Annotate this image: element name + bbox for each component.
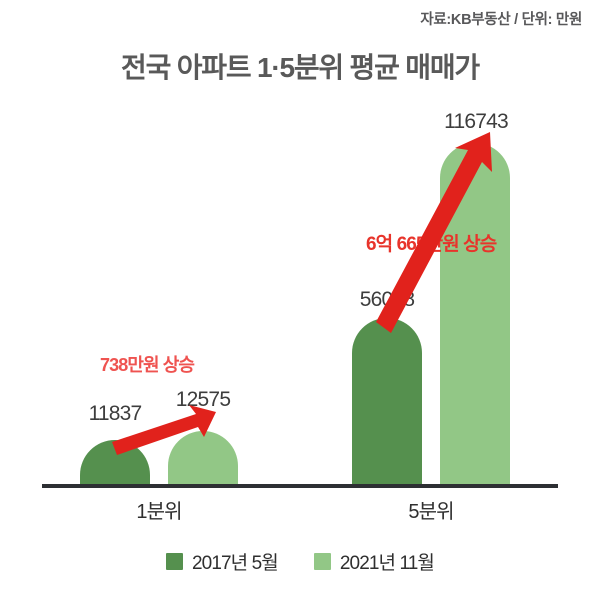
legend: 2017년 5월 2021년 11월 [0,548,600,575]
legend-item-2017: 2017년 5월 [165,548,279,575]
value-label-q5-2021: 116743 [444,110,509,133]
page-title: 전국 아파트 1·5분위 평균 매매가 [121,52,480,83]
bar-q1-2017 [80,440,150,485]
legend-item-2021: 2021년 11월 [313,548,435,575]
source-note: 자료:KB부동산 / 단위: 만원 [420,12,582,28]
bar-q1-2021 [168,431,238,485]
legend-swatch-icon-2021 [313,553,331,570]
annotation-delta-q1: 738만원 상승 [100,355,195,375]
category-label-q5: 5분위 [408,501,454,523]
legend-label-2017: 2017년 5월 [191,553,279,574]
category-label-q1: 1분위 [136,501,182,523]
legend-swatch-icon-2017 [165,553,183,570]
annotation-delta-q5: 6억 665만원 상승 [366,234,497,255]
bar-q5-2017 [352,318,422,485]
axis-baseline [42,484,558,488]
value-label-q5-2017: 56078 [359,288,415,311]
bar-q5-2021 [440,143,510,485]
legend-label-2021: 2021년 11월 [339,553,435,574]
value-label-q1-2021: 12575 [175,388,231,411]
